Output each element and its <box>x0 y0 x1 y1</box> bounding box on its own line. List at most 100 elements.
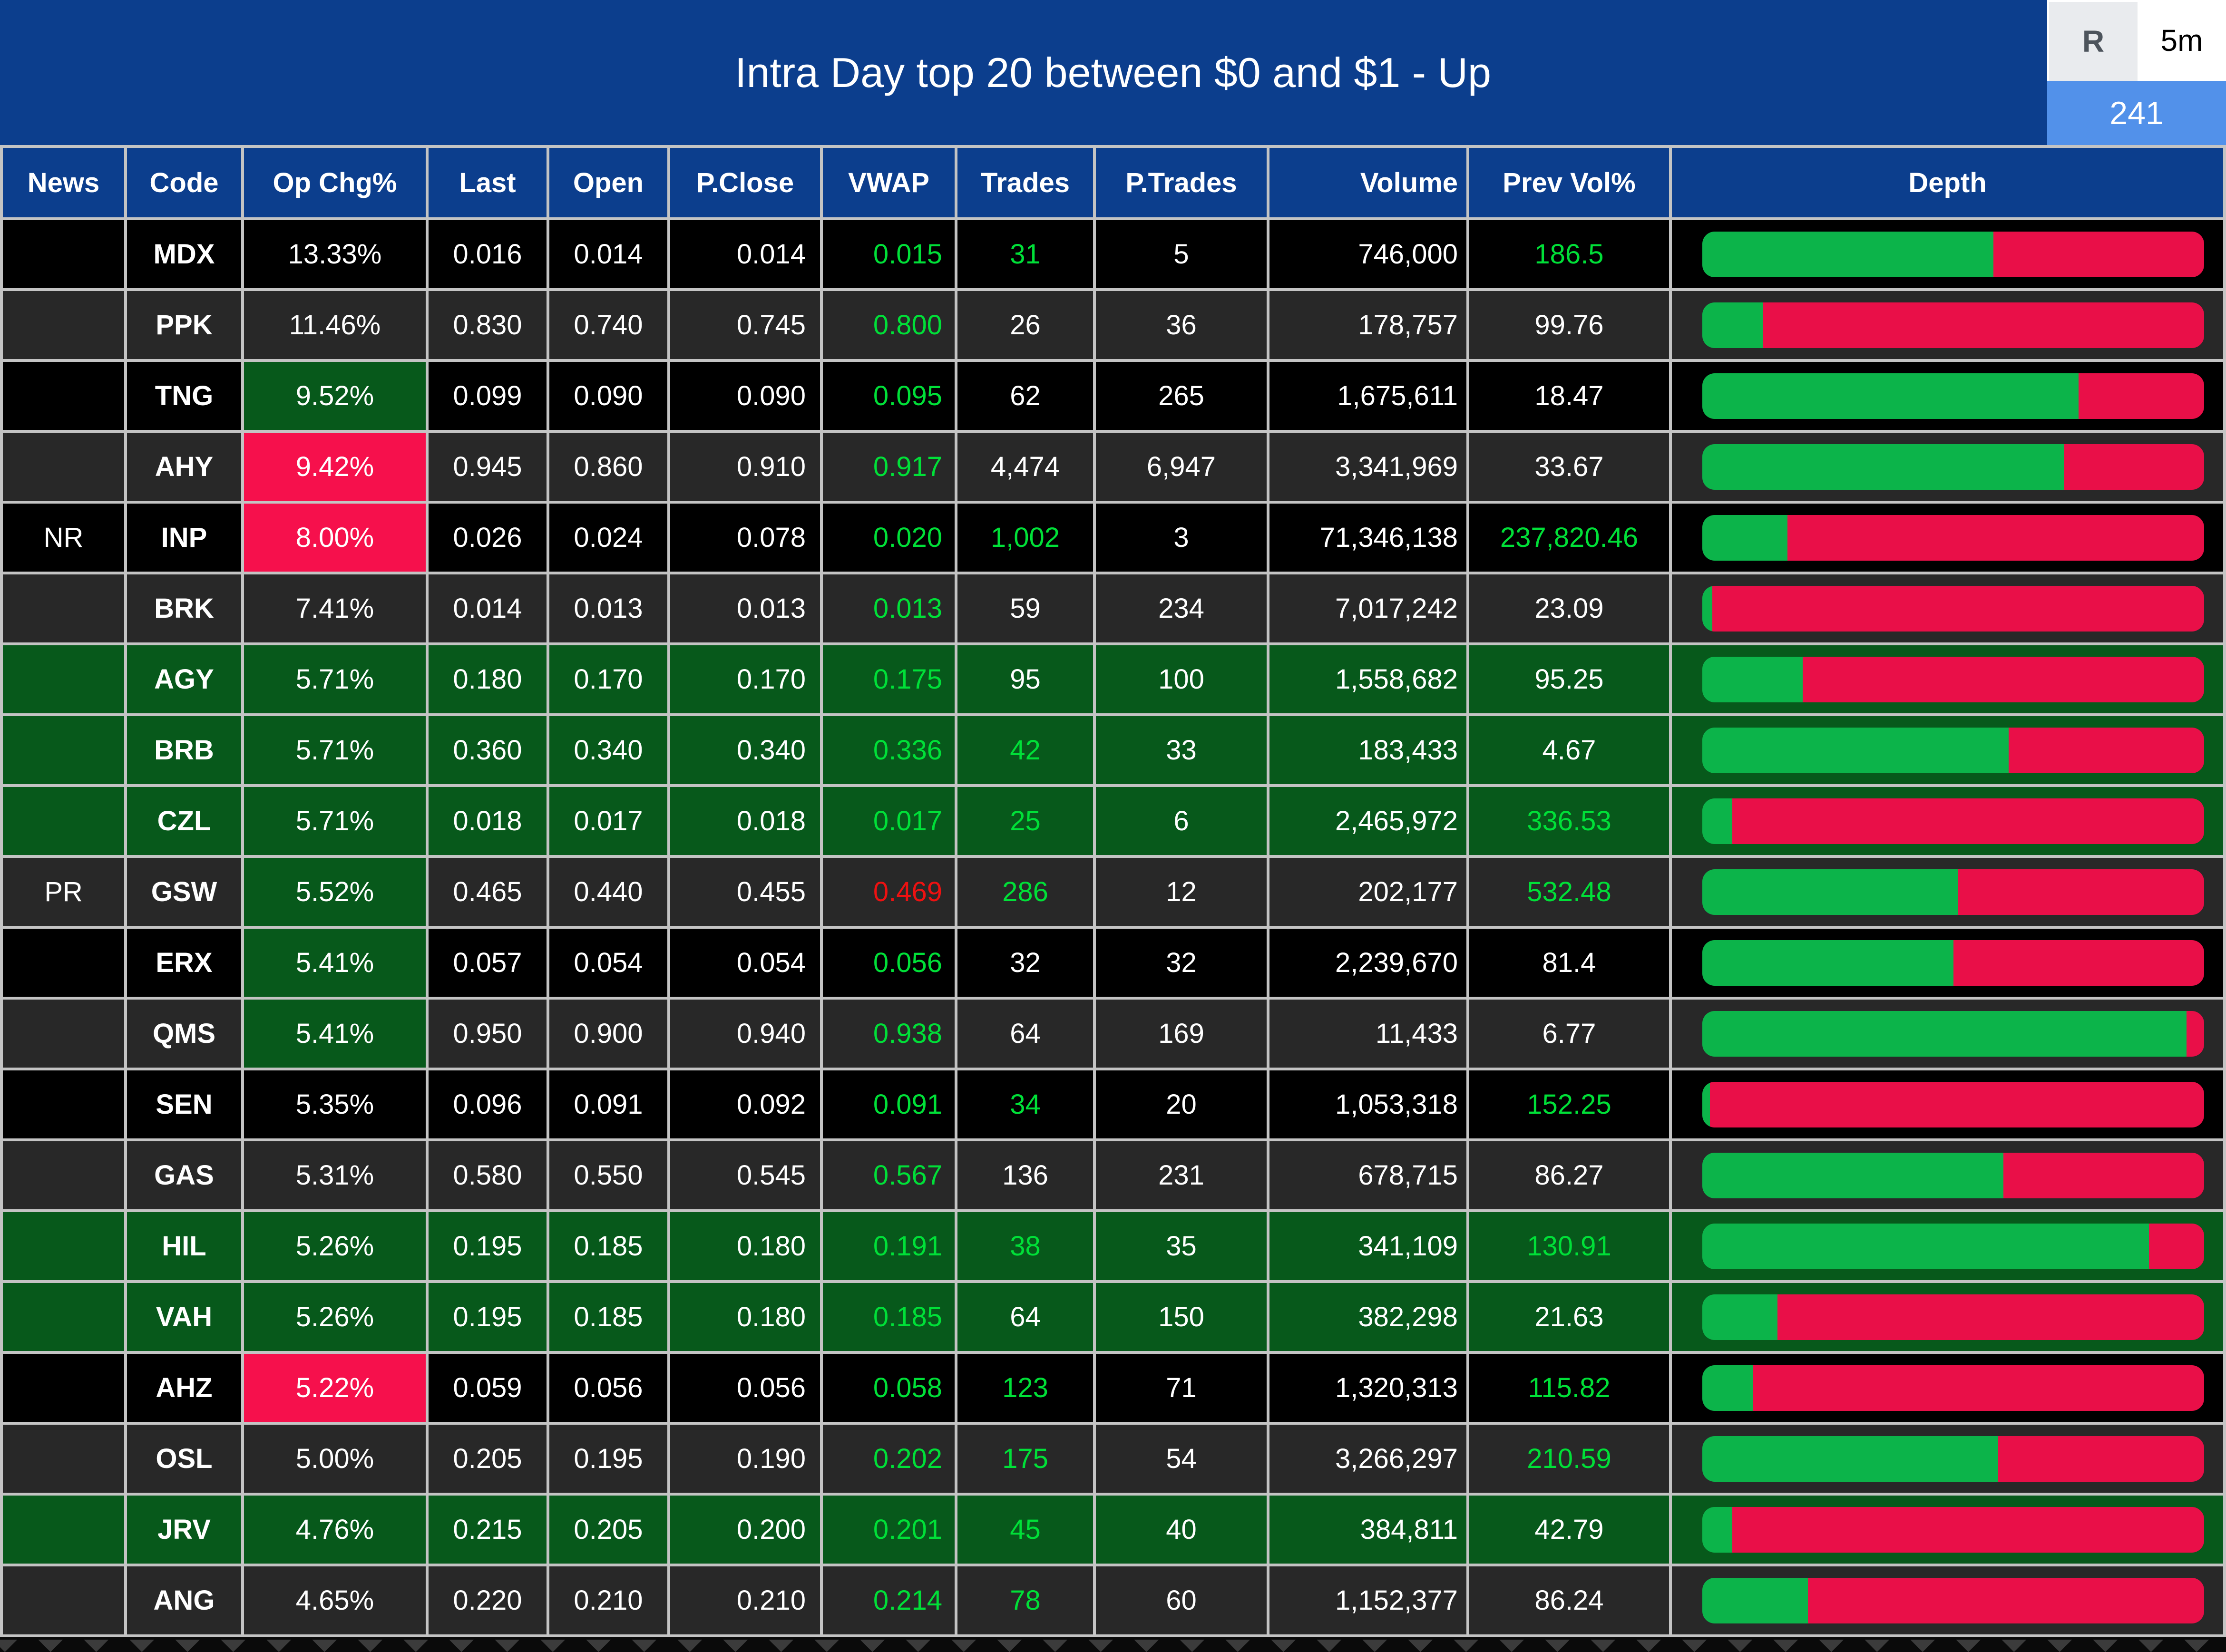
table-row-TNG[interactable]: TNG 9.52% 0.099 0.090 0.090 0.095 62 265 1,675,6… <box>3 362 2223 433</box>
column-header-p_trades[interactable]: P.Trades <box>1096 148 1267 217</box>
table-row-JRV[interactable]: JRV 4.76% 0.215 0.205 0.200 0.201 45 40 384,811 4… <box>3 1496 2223 1566</box>
depth-sell-bar <box>1803 656 2204 702</box>
cell-prev_vol: 81.4 <box>1469 929 1669 997</box>
toolbar-top-right: R 5m <box>2047 0 2226 81</box>
cell-volume: 1,152,377 <box>1269 1566 1466 1634</box>
cell-trades: 25 <box>957 787 1093 855</box>
cell-prev_vol: 33.67 <box>1469 433 1669 501</box>
depth-sell-bar <box>1958 869 2204 915</box>
cell-volume: 71,346,138 <box>1269 504 1466 572</box>
cell-code: SEN <box>127 1070 241 1138</box>
depth-cell <box>1672 716 2223 784</box>
cell-volume: 1,558,682 <box>1269 645 1466 713</box>
table-row-BRK[interactable]: BRK 7.41% 0.014 0.013 0.013 0.013 59 234 7,017,2… <box>3 574 2223 645</box>
column-header-p_close[interactable]: P.Close <box>670 148 820 217</box>
cell-trades: 32 <box>957 929 1093 997</box>
table-row-QMS[interactable]: QMS 5.41% 0.950 0.900 0.940 0.938 64 169 11,433 6… <box>3 1000 2223 1070</box>
cell-p_trades: 12 <box>1096 858 1267 926</box>
cell-news <box>3 220 124 288</box>
table-row-GAS[interactable]: GAS 5.31% 0.580 0.550 0.545 0.567 136 231 678,71… <box>3 1141 2223 1212</box>
cell-news <box>3 1000 124 1068</box>
depth-cell <box>1672 787 2223 855</box>
cell-last: 0.057 <box>429 929 547 997</box>
depth-sell-bar <box>2148 1223 2204 1269</box>
cell-p_close: 0.200 <box>670 1496 820 1564</box>
table-row-AHY[interactable]: AHY 9.42% 0.945 0.860 0.910 0.917 4,474 6,947 3,… <box>3 433 2223 504</box>
depth-cell <box>1672 645 2223 713</box>
timeframe-selector[interactable]: 5m <box>2138 0 2226 81</box>
column-header-news[interactable]: News <box>3 148 124 217</box>
column-header-last[interactable]: Last <box>429 148 547 217</box>
column-header-open[interactable]: Open <box>549 148 667 217</box>
cell-news <box>3 1141 124 1209</box>
cell-prev_vol: 210.59 <box>1469 1425 1669 1493</box>
cell-p_trades: 231 <box>1096 1141 1267 1209</box>
table-row-CZL[interactable]: CZL 5.71% 0.018 0.017 0.018 0.017 25 6 2,465,972… <box>3 787 2223 858</box>
cell-open: 0.024 <box>549 504 667 572</box>
cell-volume: 746,000 <box>1269 220 1466 288</box>
table-row-INP[interactable]: NR INP 8.00% 0.026 0.024 0.078 0.020 1,002 3 71,3… <box>3 504 2223 574</box>
cell-prev_vol: 130.91 <box>1469 1212 1669 1280</box>
cell-open: 0.054 <box>549 929 667 997</box>
cell-trades: 26 <box>957 291 1093 359</box>
cell-p_trades: 33 <box>1096 716 1267 784</box>
column-header-op_chg[interactable]: Op Chg% <box>244 148 426 217</box>
cell-volume: 11,433 <box>1269 1000 1466 1068</box>
depth-buy-bar <box>1702 1152 2003 1198</box>
table-row-ANG[interactable]: ANG 4.65% 0.220 0.210 0.210 0.214 78 60 1,152,37… <box>3 1566 2223 1637</box>
cell-code: CZL <box>127 787 241 855</box>
table-row-MDX[interactable]: MDX 13.33% 0.016 0.014 0.014 0.015 31 5 746,000 1… <box>3 220 2223 291</box>
cell-code: PPK <box>127 291 241 359</box>
depth-sell-bar <box>2063 444 2204 490</box>
cell-volume: 1,320,313 <box>1269 1354 1466 1422</box>
cell-trades: 136 <box>957 1141 1093 1209</box>
depth-bar <box>1702 1294 2204 1340</box>
column-header-code[interactable]: Code <box>127 148 241 217</box>
table-row-VAH[interactable]: VAH 5.26% 0.195 0.185 0.180 0.185 64 150 382,298… <box>3 1283 2223 1354</box>
cell-code: ERX <box>127 929 241 997</box>
table-row-HIL[interactable]: HIL 5.26% 0.195 0.185 0.180 0.191 38 35 341,109 1… <box>3 1212 2223 1283</box>
cell-vwap: 0.185 <box>823 1283 955 1351</box>
table-row-SEN[interactable]: SEN 5.35% 0.096 0.091 0.092 0.091 34 20 1,053,31… <box>3 1070 2223 1141</box>
depth-bar <box>1702 1223 2204 1269</box>
cell-prev_vol: 532.48 <box>1469 858 1669 926</box>
cell-op_chg: 8.00% <box>244 504 426 572</box>
table-row-AGY[interactable]: AGY 5.71% 0.180 0.170 0.170 0.175 95 100 1,558,6… <box>3 645 2223 716</box>
depth-buy-bar <box>1702 869 1959 915</box>
cell-last: 0.014 <box>429 574 547 642</box>
cell-last: 0.360 <box>429 716 547 784</box>
refresh-button[interactable]: R <box>2049 2 2138 81</box>
cell-vwap: 0.095 <box>823 362 955 430</box>
cell-vwap: 0.917 <box>823 433 955 501</box>
cell-trades: 64 <box>957 1000 1093 1068</box>
table-row-AHZ[interactable]: AHZ 5.22% 0.059 0.056 0.056 0.058 123 71 1,320,3… <box>3 1354 2223 1425</box>
cell-last: 0.096 <box>429 1070 547 1138</box>
column-header-trades[interactable]: Trades <box>957 148 1093 217</box>
depth-buy-bar <box>1702 302 1763 348</box>
table-row-ERX[interactable]: ERX 5.41% 0.057 0.054 0.054 0.056 32 32 2,239,67… <box>3 929 2223 1000</box>
cell-vwap: 0.800 <box>823 291 955 359</box>
cell-volume: 2,239,670 <box>1269 929 1466 997</box>
depth-cell <box>1672 1000 2223 1068</box>
table-row-OSL[interactable]: OSL 5.00% 0.205 0.195 0.190 0.202 175 54 3,266,2… <box>3 1425 2223 1496</box>
cell-p_trades: 100 <box>1096 645 1267 713</box>
depth-buy-bar <box>1702 1294 1778 1340</box>
cell-op_chg: 9.42% <box>244 433 426 501</box>
cell-volume: 178,757 <box>1269 291 1466 359</box>
depth-bar <box>1702 302 2204 348</box>
cell-code: AHY <box>127 433 241 501</box>
cell-code: HIL <box>127 1212 241 1280</box>
column-header-volume[interactable]: Volume <box>1269 148 1466 217</box>
cell-last: 0.016 <box>429 220 547 288</box>
cell-prev_vol: 86.27 <box>1469 1141 1669 1209</box>
cell-op_chg: 13.33% <box>244 220 426 288</box>
column-header-depth[interactable]: Depth <box>1672 148 2223 217</box>
cell-news <box>3 362 124 430</box>
result-count-badge: 241 <box>2047 81 2226 145</box>
column-header-prev_vol[interactable]: Prev Vol% <box>1469 148 1669 217</box>
table-row-BRB[interactable]: BRB 5.71% 0.360 0.340 0.340 0.336 42 33 183,433 4… <box>3 716 2223 787</box>
table-row-PPK[interactable]: PPK 11.46% 0.830 0.740 0.745 0.800 26 36 178,757… <box>3 291 2223 362</box>
table-row-GSW[interactable]: PR GSW 5.52% 0.465 0.440 0.455 0.469 286 12 202,1… <box>3 858 2223 929</box>
cell-volume: 3,266,297 <box>1269 1425 1466 1493</box>
column-header-vwap[interactable]: VWAP <box>823 148 955 217</box>
